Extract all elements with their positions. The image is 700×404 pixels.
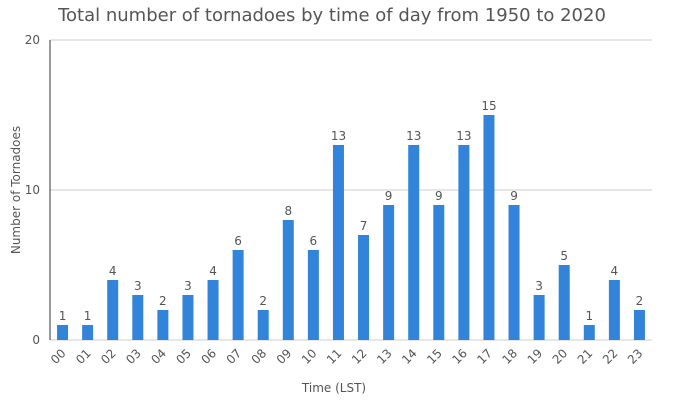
bar <box>408 145 420 340</box>
bar <box>57 325 69 340</box>
chart-title: Total number of tornadoes by time of day… <box>57 5 606 26</box>
data-label: 8 <box>284 204 292 218</box>
bar <box>307 250 319 340</box>
x-tick-label: 04 <box>148 346 169 367</box>
bar <box>332 145 344 340</box>
x-tick-label: 18 <box>499 346 520 367</box>
x-tick-label: 08 <box>249 346 270 367</box>
x-tick-label: 00 <box>48 346 69 367</box>
x-tick-label: 15 <box>424 346 445 367</box>
data-label: 4 <box>109 264 117 278</box>
data-label: 6 <box>310 234 318 248</box>
x-tick-label: 03 <box>123 346 144 367</box>
data-label: 7 <box>360 219 368 233</box>
x-tick-label: 09 <box>274 346 295 367</box>
bar <box>157 310 169 340</box>
data-label: 9 <box>435 189 443 203</box>
bar <box>458 145 470 340</box>
y-tick-label: 20 <box>25 33 40 47</box>
data-label: 13 <box>406 129 421 143</box>
x-tick-label: 13 <box>374 346 395 367</box>
data-label: 9 <box>385 189 393 203</box>
bar <box>633 310 645 340</box>
data-label: 13 <box>331 129 346 143</box>
bar <box>282 220 294 340</box>
bar <box>182 295 194 340</box>
data-label: 3 <box>184 279 192 293</box>
x-tick-label: 12 <box>349 346 370 367</box>
bar <box>82 325 94 340</box>
bar <box>207 280 219 340</box>
x-tick-label: 02 <box>98 346 119 367</box>
data-label: 9 <box>510 189 518 203</box>
bar <box>483 115 495 340</box>
data-label: 1 <box>59 309 67 323</box>
bar <box>107 280 119 340</box>
data-label: 15 <box>481 99 496 113</box>
data-label: 1 <box>84 309 92 323</box>
x-tick-label: 14 <box>399 346 420 367</box>
x-tick-label: 20 <box>550 346 571 367</box>
x-tick-label: 10 <box>299 346 320 367</box>
bar <box>433 205 445 340</box>
x-tick-label: 22 <box>600 346 621 367</box>
data-label: 5 <box>560 249 568 263</box>
data-label: 1 <box>585 309 593 323</box>
x-tick-label: 16 <box>449 346 470 367</box>
bar <box>358 235 370 340</box>
data-label: 3 <box>535 279 543 293</box>
bar <box>533 295 545 340</box>
y-tick-label: 0 <box>32 333 40 347</box>
data-label: 3 <box>134 279 142 293</box>
x-tick-label: 01 <box>73 346 94 367</box>
bar <box>132 295 144 340</box>
x-axis-label: Time (LST) <box>301 381 366 395</box>
x-tick-label: 19 <box>525 346 546 367</box>
bar <box>558 265 570 340</box>
x-tick-label: 23 <box>625 346 646 367</box>
bar <box>508 205 520 340</box>
x-tick-label: 17 <box>474 346 495 367</box>
data-label: 13 <box>456 129 471 143</box>
bar <box>608 280 620 340</box>
data-label: 6 <box>234 234 242 248</box>
x-tick-label: 11 <box>324 346 345 367</box>
data-label: 2 <box>159 294 167 308</box>
y-tick-label: 10 <box>25 183 40 197</box>
x-tick-label: 07 <box>224 346 245 367</box>
x-tick-label: 21 <box>575 346 596 367</box>
bar <box>232 250 244 340</box>
data-label: 2 <box>636 294 644 308</box>
bar <box>257 310 269 340</box>
bar <box>383 205 395 340</box>
data-label: 2 <box>259 294 267 308</box>
data-label: 4 <box>209 264 217 278</box>
x-tick-label: 06 <box>198 346 219 367</box>
bar <box>583 325 595 340</box>
data-label: 4 <box>611 264 619 278</box>
x-tick-label: 05 <box>173 346 194 367</box>
y-axis-label: Number of Tornadoes <box>9 126 23 254</box>
